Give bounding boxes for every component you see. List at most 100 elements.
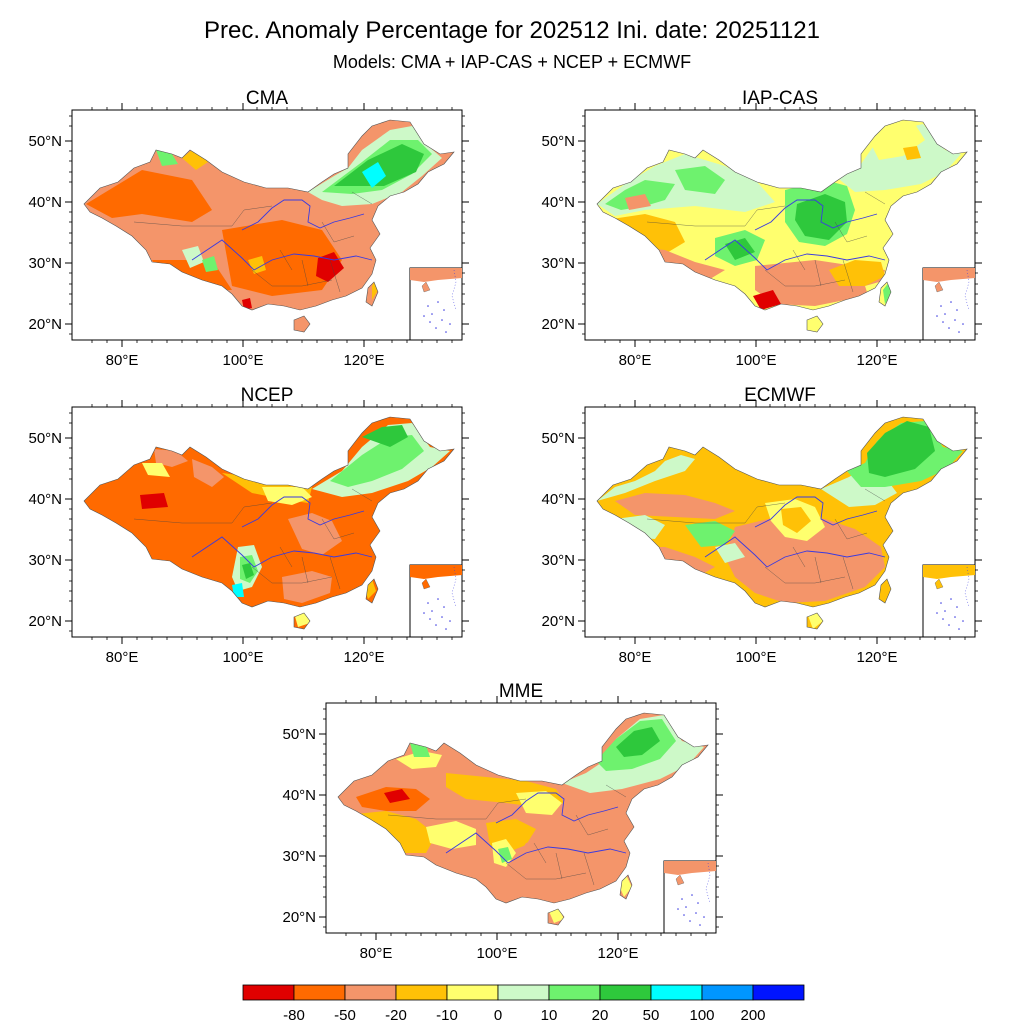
map-ecmwf: 80°E 100°E 120°E 20°N 30°N 40°N 50°N: [541, 400, 982, 666]
anomaly-region: [86, 170, 212, 222]
inset-island: [691, 894, 693, 896]
rivers: [445, 792, 627, 864]
inset-island: [437, 598, 439, 600]
inset-island: [681, 898, 683, 900]
inset-island: [956, 309, 958, 311]
inset-island: [441, 319, 443, 321]
south-china-sea-inset: [922, 564, 976, 638]
colorbar-segment: [752, 984, 805, 1001]
south-china-sea-inset: [409, 564, 463, 638]
panel-title-ncep: NCEP: [241, 385, 294, 406]
map-mme: 80°E 100°E 120°E 20°N 30°N 40°N 50°N: [282, 696, 723, 962]
panel-title-ecmwf: ECMWF: [744, 385, 816, 406]
inset-island: [699, 924, 701, 926]
lat-label: 20°N: [282, 909, 316, 926]
anomaly-region: [140, 493, 168, 509]
inset-island: [429, 321, 431, 323]
inset-island: [689, 920, 691, 922]
inset-island: [954, 319, 956, 321]
lon-label: 100°E: [476, 945, 517, 962]
lon-label: 80°E: [106, 352, 139, 369]
inset-island: [962, 620, 964, 622]
colorbar-label: 20: [592, 1007, 609, 1024]
panel-title-cma: CMA: [246, 88, 289, 109]
country-outline: [337, 712, 709, 904]
inset-island: [685, 906, 687, 908]
anomaly-region: [871, 124, 925, 160]
taiwan-outline: [619, 874, 633, 900]
colorbar-label: -20: [385, 1007, 407, 1024]
colorbar-label: 50: [643, 1007, 660, 1024]
lat-label: 30°N: [28, 552, 62, 569]
inset-island: [427, 305, 429, 307]
inset-island: [940, 305, 942, 307]
axes: 80°E 100°E 120°E 20°N 30°N 40°N 50°N: [541, 103, 982, 369]
colorbar-segment: [446, 984, 499, 1001]
lon-label: 120°E: [597, 945, 638, 962]
country-outline: [596, 119, 968, 311]
south-china-sea-inset: [663, 860, 717, 934]
colorbar-segment: [497, 984, 550, 1001]
south-china-sea-inset: [922, 267, 976, 341]
anomaly-region: [202, 256, 218, 272]
inset-island: [950, 301, 952, 303]
rivers: [191, 496, 373, 568]
hainan-outline: [806, 612, 824, 630]
inset-island: [443, 309, 445, 311]
map-ncep: 80°E 100°E 120°E 20°N 30°N 40°N 50°N: [28, 400, 469, 666]
panel-title-mme: MME: [499, 681, 543, 702]
lon-label: 80°E: [106, 649, 139, 666]
province-borders: [133, 488, 373, 590]
axes: 80°E 100°E 120°E 20°N 30°N 40°N 50°N: [541, 400, 982, 666]
inset-island: [435, 327, 437, 329]
anomaly-region: [715, 543, 745, 563]
anomaly-region: [222, 220, 342, 296]
anomaly-region: [725, 238, 755, 260]
anomaly-region: [829, 260, 885, 286]
inset-island: [449, 620, 451, 622]
hainan-outline: [293, 315, 311, 333]
anomaly-region: [288, 513, 342, 555]
inset-island: [936, 315, 938, 317]
lat-label: 40°N: [541, 491, 575, 508]
lat-label: 30°N: [282, 848, 316, 865]
inset-island: [423, 315, 425, 317]
lon-label: 80°E: [619, 649, 652, 666]
anomaly-region: [182, 150, 208, 170]
inset-dashline: [964, 566, 970, 608]
colorbar-label: -80: [283, 1007, 305, 1024]
anomaly-region: [597, 455, 695, 501]
inset-island: [695, 912, 697, 914]
figure-title: Prec. Anomaly Percentage for 202512 Ini.…: [204, 17, 820, 44]
province-borders: [133, 191, 373, 293]
figure-subtitle: Models: CMA + IAP-CAS + NCEP + ECMWF: [333, 52, 691, 72]
lat-label: 20°N: [28, 613, 62, 630]
colorbar-label: -50: [334, 1007, 356, 1024]
anomaly-region: [330, 435, 424, 487]
inset-island: [948, 327, 950, 329]
taiwan-outline: [878, 578, 892, 604]
lon-label: 100°E: [735, 352, 776, 369]
taiwan-outline: [365, 578, 379, 604]
rivers: [191, 199, 373, 271]
colorbar: -80 -50 -20 -10 0 10 20 50 100 200: [242, 984, 805, 1024]
anomaly-region: [426, 821, 476, 849]
map-iap-cas: 80°E 100°E 120°E 20°N 30°N 40°N 50°N: [541, 103, 982, 369]
lon-label: 80°E: [360, 945, 393, 962]
anomaly-region: [903, 146, 921, 160]
inset-island: [441, 616, 443, 618]
anomaly-region: [232, 583, 244, 597]
anomaly-region: [248, 256, 266, 274]
province-borders: [387, 784, 627, 886]
lat-label: 40°N: [541, 194, 575, 211]
inset-dashline: [451, 269, 457, 311]
inset-island: [431, 610, 433, 612]
inset-island: [944, 313, 946, 315]
inset-island: [940, 602, 942, 604]
axes: 80°E 100°E 120°E 20°N 30°N 40°N 50°N: [282, 696, 723, 962]
anomaly-region: [506, 835, 626, 899]
lat-label: 20°N: [28, 316, 62, 333]
taiwan-outline: [365, 281, 379, 307]
colorbar-segment: [344, 984, 397, 1001]
inset-island: [683, 914, 685, 916]
